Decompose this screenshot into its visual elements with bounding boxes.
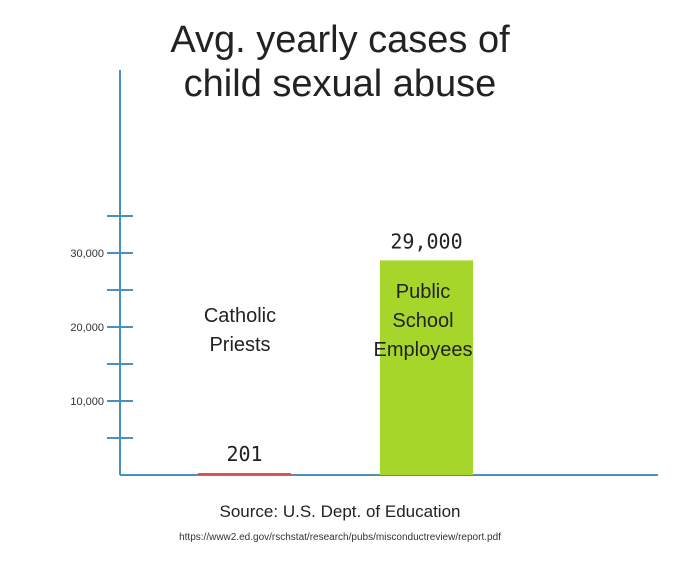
chart-title-line-2: child sexual abuse xyxy=(183,63,497,105)
chart-title-line-1: Avg. yearly cases of xyxy=(170,19,510,61)
category-label-2: Employees xyxy=(374,339,473,361)
y-tick-label: 30,000 xyxy=(70,248,104,260)
category-label-2: Public xyxy=(396,281,450,303)
bar-2 xyxy=(380,260,473,475)
bar-1 xyxy=(198,473,291,475)
category-label-1: Catholic xyxy=(204,305,276,327)
value-label-2: 29,000 xyxy=(390,229,462,253)
value-label-1: 201 xyxy=(226,442,262,466)
category-label-2: School xyxy=(392,310,453,332)
source-url: https://www2.ed.gov/rschstat/research/pu… xyxy=(179,532,501,543)
category-label-1: Priests xyxy=(209,334,270,356)
y-tick-label: 10,000 xyxy=(70,396,104,408)
source-caption: Source: U.S. Dept. of Education xyxy=(219,502,461,521)
y-tick-label: 20,000 xyxy=(70,322,104,334)
